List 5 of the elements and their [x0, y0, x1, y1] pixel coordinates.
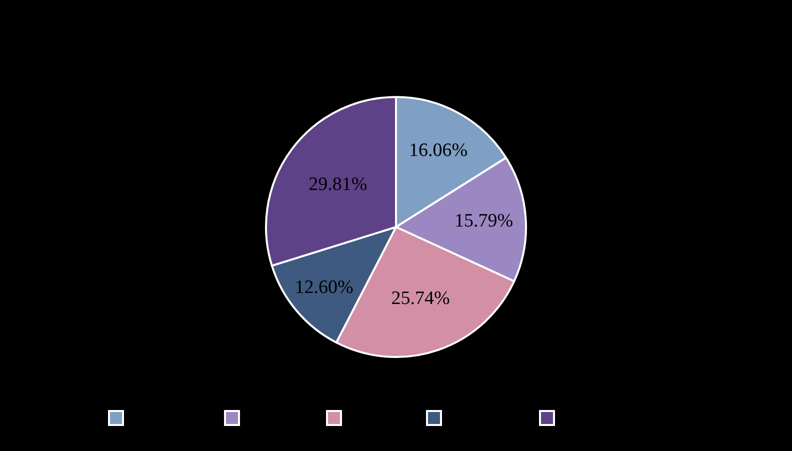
- data-label: 12.60%: [294, 276, 354, 298]
- data-label: 29.81%: [308, 174, 368, 195]
- data-label: 16.06%: [408, 140, 468, 161]
- data-label: 25.74%: [391, 288, 450, 309]
- data-label: 15.79%: [454, 210, 514, 232]
